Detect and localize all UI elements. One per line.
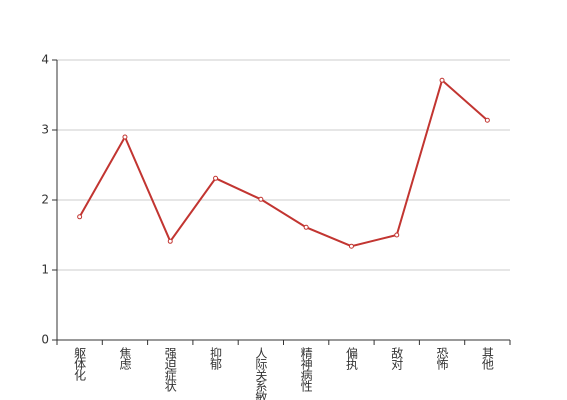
point [348, 243, 354, 249]
point [394, 232, 400, 238]
x-tick-label: 躯体化 [73, 346, 87, 382]
y-tick-label: 2 [41, 193, 49, 207]
x-tick-label: 人际关系敏感 [254, 347, 268, 400]
point [122, 134, 128, 140]
point [167, 238, 173, 244]
y-tick-label: 0 [41, 333, 49, 347]
point [77, 214, 83, 220]
line [78, 78, 489, 248]
point [213, 175, 219, 181]
y-tick-label: 3 [41, 123, 49, 137]
x-tick-label: 敌对 [390, 346, 404, 370]
x-tick-label: 抑郁 [209, 346, 223, 371]
x-tick-label: 强迫症状 [163, 347, 177, 392]
x-tick-label: 偏执 [344, 346, 358, 371]
point [484, 117, 490, 123]
point [439, 77, 445, 83]
y-tick-label: 1 [41, 263, 49, 277]
y-tick-label: 4 [41, 53, 49, 67]
point [303, 224, 309, 230]
x-tick-label: 焦虑 [118, 347, 132, 370]
x-tick-label: 精神病性 [299, 347, 313, 393]
point [258, 196, 264, 202]
x-tick-label: 恐怖 [435, 347, 449, 370]
x-tick-label: 其他 [480, 347, 494, 370]
